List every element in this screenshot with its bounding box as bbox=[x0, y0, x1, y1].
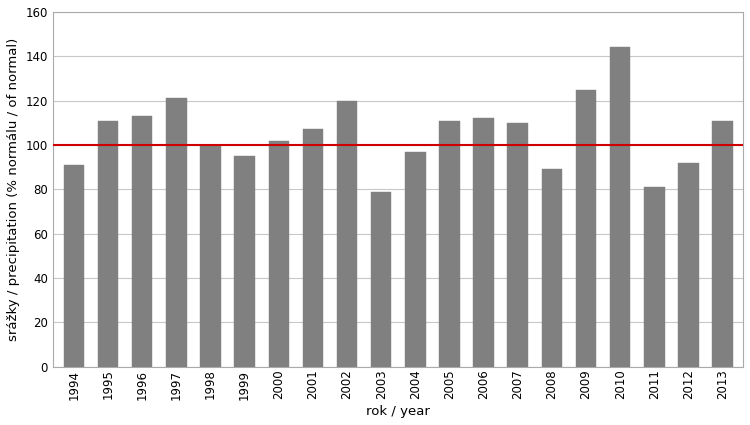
Bar bbox=[644, 187, 664, 367]
X-axis label: rok / year: rok / year bbox=[366, 405, 430, 418]
Bar bbox=[132, 116, 152, 367]
Bar bbox=[678, 163, 699, 367]
Y-axis label: srážky / precipitation (% normálu / of normal): srážky / precipitation (% normálu / of n… bbox=[7, 38, 20, 341]
Bar bbox=[268, 141, 289, 367]
Bar bbox=[64, 165, 84, 367]
Bar bbox=[200, 145, 220, 367]
Bar bbox=[712, 121, 733, 367]
Bar bbox=[371, 192, 392, 367]
Bar bbox=[166, 99, 187, 367]
Bar bbox=[303, 130, 323, 367]
Bar bbox=[576, 90, 596, 367]
Bar bbox=[337, 101, 357, 367]
Bar bbox=[542, 170, 562, 367]
Bar bbox=[473, 119, 494, 367]
Bar bbox=[405, 152, 425, 367]
Bar bbox=[440, 121, 460, 367]
Bar bbox=[610, 48, 631, 367]
Bar bbox=[234, 156, 255, 367]
Bar bbox=[508, 123, 528, 367]
Bar bbox=[98, 121, 118, 367]
